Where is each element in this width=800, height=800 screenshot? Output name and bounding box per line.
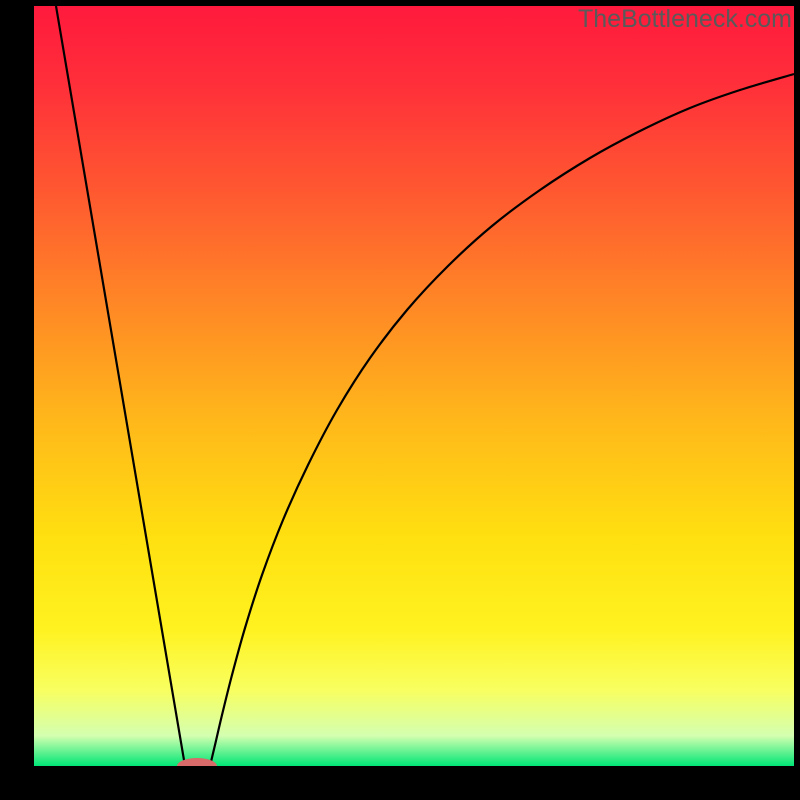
right-curve <box>210 74 794 766</box>
left-line <box>56 6 185 766</box>
watermark-text: TheBottleneck.com <box>578 5 792 34</box>
curves-svg <box>0 0 800 800</box>
border-right <box>794 0 800 800</box>
bottleneck-chart: TheBottleneck.com <box>0 0 800 800</box>
border-left <box>0 0 34 800</box>
border-bottom <box>0 766 800 800</box>
